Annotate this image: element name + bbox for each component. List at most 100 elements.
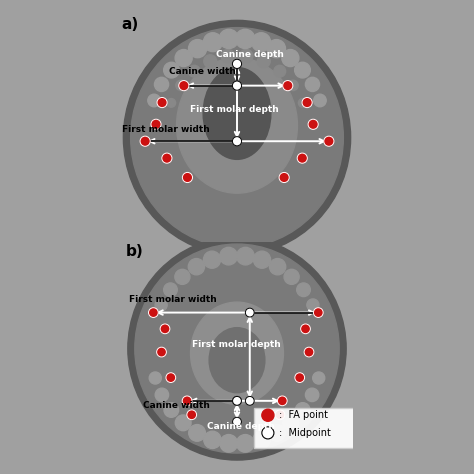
Circle shape xyxy=(204,431,221,448)
Text: b): b) xyxy=(126,244,143,259)
Ellipse shape xyxy=(203,67,271,159)
Text: :  FA point: : FA point xyxy=(279,410,328,420)
Circle shape xyxy=(149,308,158,317)
Circle shape xyxy=(307,299,319,311)
Circle shape xyxy=(155,299,167,311)
Circle shape xyxy=(254,251,271,268)
Circle shape xyxy=(148,94,160,107)
Text: First molar depth: First molar depth xyxy=(191,340,281,349)
Circle shape xyxy=(314,94,326,107)
Circle shape xyxy=(164,62,179,78)
Circle shape xyxy=(233,82,241,90)
Circle shape xyxy=(278,396,287,405)
Circle shape xyxy=(274,65,286,77)
Circle shape xyxy=(305,347,313,356)
Circle shape xyxy=(187,410,196,419)
Circle shape xyxy=(252,33,271,52)
Circle shape xyxy=(182,396,191,405)
Circle shape xyxy=(288,80,298,91)
Circle shape xyxy=(246,397,254,405)
Circle shape xyxy=(275,410,284,419)
Circle shape xyxy=(233,60,241,68)
Text: First molar width: First molar width xyxy=(122,125,210,134)
Circle shape xyxy=(221,49,235,63)
Ellipse shape xyxy=(191,302,283,404)
Circle shape xyxy=(149,372,161,384)
Circle shape xyxy=(183,173,192,182)
Circle shape xyxy=(175,269,190,284)
Circle shape xyxy=(233,418,241,426)
Circle shape xyxy=(239,49,253,63)
Circle shape xyxy=(302,98,312,107)
Circle shape xyxy=(203,251,220,268)
Circle shape xyxy=(305,77,319,91)
Circle shape xyxy=(151,120,161,129)
Circle shape xyxy=(179,81,188,90)
Circle shape xyxy=(313,372,325,384)
Text: Canine depth: Canine depth xyxy=(207,422,274,431)
Ellipse shape xyxy=(176,58,298,193)
Circle shape xyxy=(219,29,238,48)
Circle shape xyxy=(246,309,254,317)
Circle shape xyxy=(176,80,186,91)
Circle shape xyxy=(164,283,177,297)
Circle shape xyxy=(324,137,333,146)
Circle shape xyxy=(269,425,285,441)
Circle shape xyxy=(164,402,179,417)
Ellipse shape xyxy=(123,20,351,255)
Circle shape xyxy=(298,154,307,163)
Circle shape xyxy=(295,62,310,78)
Circle shape xyxy=(298,99,307,107)
Circle shape xyxy=(155,388,169,401)
Circle shape xyxy=(166,373,175,382)
Circle shape xyxy=(297,283,310,297)
Text: Canine width: Canine width xyxy=(169,66,236,75)
Circle shape xyxy=(262,409,274,421)
Circle shape xyxy=(157,347,166,356)
Circle shape xyxy=(188,258,205,275)
Circle shape xyxy=(141,137,150,146)
Circle shape xyxy=(233,397,241,405)
Circle shape xyxy=(175,49,192,66)
Circle shape xyxy=(295,402,310,417)
Circle shape xyxy=(237,247,254,265)
Circle shape xyxy=(189,39,207,58)
Circle shape xyxy=(262,428,273,438)
Circle shape xyxy=(301,324,310,333)
Circle shape xyxy=(220,247,237,265)
Circle shape xyxy=(283,81,292,90)
Circle shape xyxy=(280,173,289,182)
FancyBboxPatch shape xyxy=(255,408,356,448)
Circle shape xyxy=(314,308,323,317)
Circle shape xyxy=(236,29,255,48)
Ellipse shape xyxy=(135,244,339,453)
Text: a): a) xyxy=(121,17,138,32)
Circle shape xyxy=(295,373,304,382)
Circle shape xyxy=(269,258,286,275)
Circle shape xyxy=(282,49,299,66)
Circle shape xyxy=(305,388,319,401)
Circle shape xyxy=(167,99,176,107)
Circle shape xyxy=(175,415,191,431)
Circle shape xyxy=(157,98,167,107)
Circle shape xyxy=(189,425,205,441)
Circle shape xyxy=(309,120,318,129)
Circle shape xyxy=(162,154,172,163)
Circle shape xyxy=(233,397,241,405)
Circle shape xyxy=(233,137,241,146)
Ellipse shape xyxy=(128,237,346,460)
Circle shape xyxy=(161,324,169,333)
Circle shape xyxy=(220,435,237,452)
Circle shape xyxy=(237,435,254,452)
Circle shape xyxy=(257,55,270,68)
Circle shape xyxy=(204,55,217,68)
Circle shape xyxy=(267,39,285,58)
Circle shape xyxy=(253,431,270,448)
Circle shape xyxy=(283,415,299,431)
Text: First molar width: First molar width xyxy=(129,295,217,304)
Circle shape xyxy=(203,33,222,52)
Circle shape xyxy=(155,77,169,91)
Circle shape xyxy=(188,65,200,77)
Ellipse shape xyxy=(131,27,343,247)
Text: :  Midpoint: : Midpoint xyxy=(279,428,331,438)
